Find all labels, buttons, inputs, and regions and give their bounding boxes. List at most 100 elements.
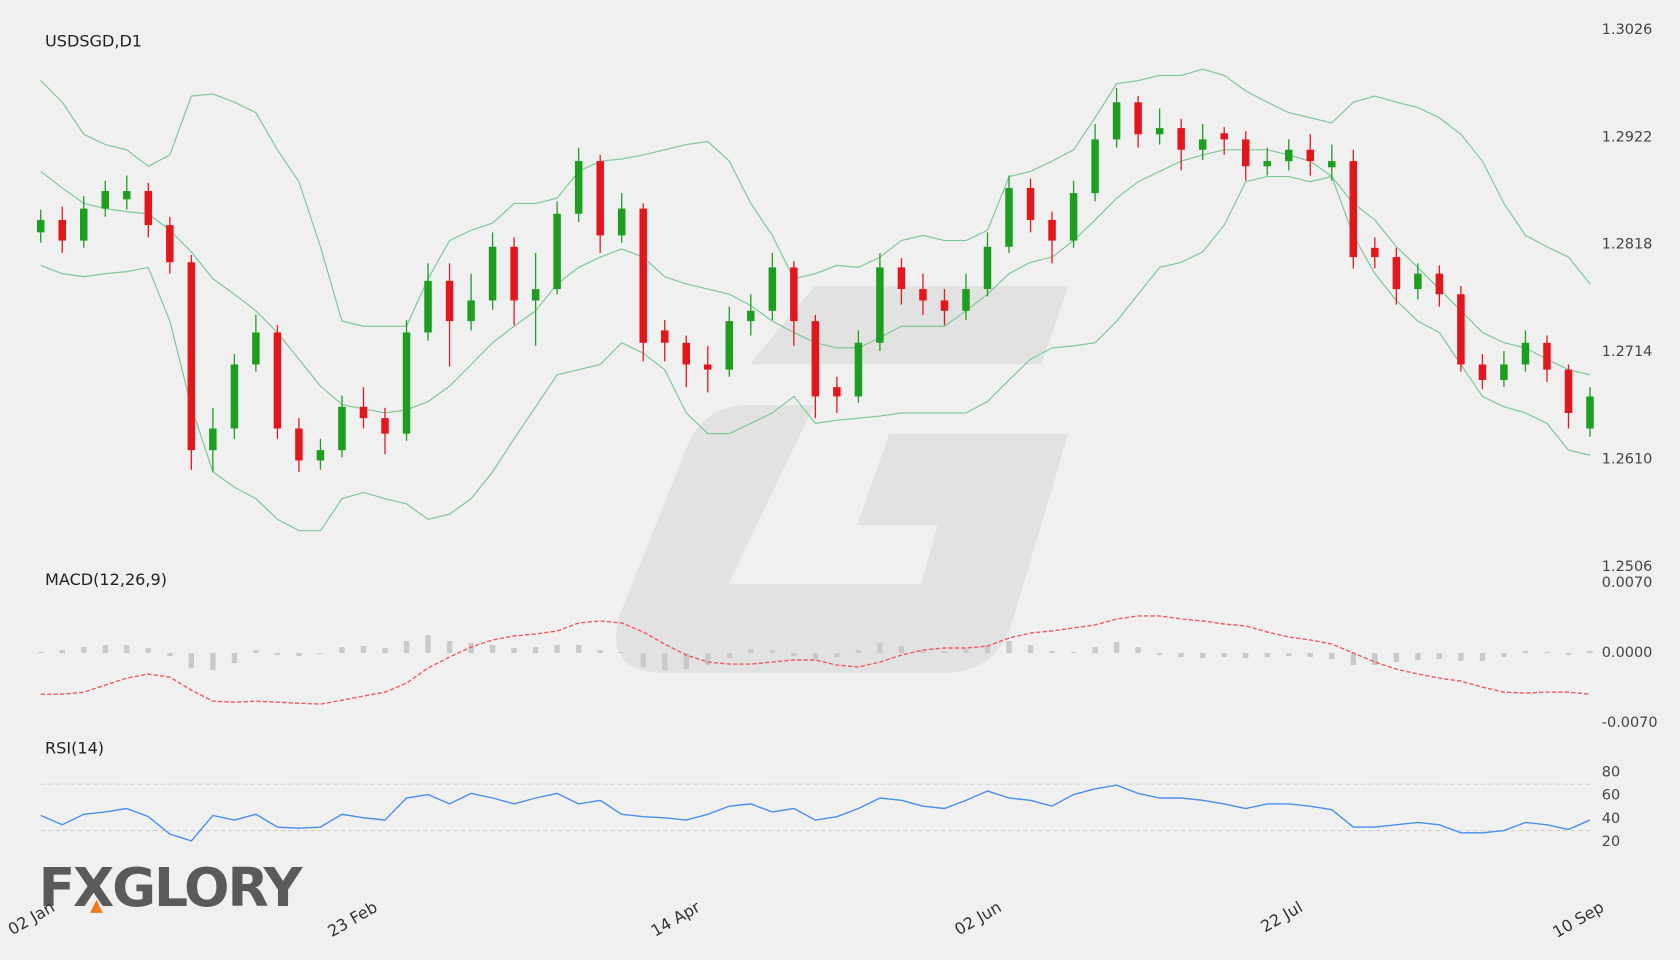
candle-body bbox=[1220, 133, 1228, 140]
candle-body bbox=[639, 208, 647, 343]
macd-histogram-bar bbox=[597, 650, 603, 654]
candle-body bbox=[1500, 364, 1508, 380]
y-tick-label: 20 bbox=[1602, 834, 1620, 850]
macd-histogram-bar bbox=[640, 653, 646, 668]
macd-histogram-bar bbox=[468, 643, 474, 654]
candle-body bbox=[1564, 369, 1573, 413]
candle-body bbox=[725, 321, 734, 370]
macd-histogram-bar bbox=[59, 650, 65, 654]
candle-body bbox=[58, 219, 66, 241]
macd-histogram-bar bbox=[898, 646, 905, 654]
candle-body bbox=[553, 213, 561, 290]
candle-body bbox=[144, 191, 153, 226]
macd-histogram-bar bbox=[511, 648, 517, 654]
macd-histogram-bar bbox=[532, 647, 539, 654]
macd-histogram-bar bbox=[1307, 653, 1313, 658]
macd-title: MACD(12,26,9) bbox=[45, 570, 167, 589]
candle-body bbox=[1177, 128, 1185, 150]
candle-body bbox=[1457, 294, 1465, 365]
candle-body bbox=[854, 342, 863, 397]
candle-body bbox=[381, 418, 389, 434]
macd-histogram-bar bbox=[1479, 653, 1486, 662]
macd-histogram-bar bbox=[1092, 647, 1098, 654]
y-tick-label: 80 bbox=[1602, 765, 1620, 781]
macd-histogram-bar bbox=[124, 645, 130, 654]
candle-body bbox=[123, 191, 131, 200]
candle-body bbox=[166, 225, 174, 263]
macd-histogram-bar bbox=[748, 649, 754, 654]
chart-title: USDSGD,D1 bbox=[45, 31, 142, 50]
candle-body bbox=[617, 208, 626, 236]
macd-histogram-bar bbox=[1350, 653, 1356, 666]
macd-histogram-bar bbox=[296, 653, 302, 657]
candle-body bbox=[1069, 193, 1078, 241]
logo: FXGLORY bbox=[39, 856, 304, 919]
macd-histogram-bar bbox=[812, 653, 819, 660]
candle-body bbox=[230, 364, 239, 429]
macd-histogram-bar bbox=[554, 645, 560, 654]
y-tick-label: 1.2610 bbox=[1602, 451, 1653, 467]
candle-body bbox=[962, 289, 970, 311]
macd-histogram-bar bbox=[1178, 653, 1184, 658]
candle-body bbox=[359, 406, 368, 419]
candle-body bbox=[80, 208, 88, 241]
candle-body bbox=[36, 219, 45, 233]
macd-histogram-bar bbox=[38, 652, 44, 654]
candle-body bbox=[682, 342, 690, 365]
candle-body bbox=[596, 161, 604, 236]
bollinger-upper bbox=[40, 68, 1591, 327]
candle-body bbox=[1134, 102, 1142, 135]
candle-body bbox=[295, 428, 303, 461]
candle-body bbox=[467, 300, 475, 322]
macd-histogram-bar bbox=[1156, 653, 1163, 656]
macd-histogram-bar bbox=[81, 647, 87, 654]
candle-body bbox=[1349, 161, 1358, 258]
macd-histogram-bar bbox=[231, 653, 238, 664]
y-tick-label: 1.3026 bbox=[1602, 22, 1653, 38]
y-tick-label: 60 bbox=[1602, 788, 1620, 804]
candle-body bbox=[1328, 161, 1336, 168]
macd-histogram-bar bbox=[1544, 652, 1550, 654]
macd-histogram-bar bbox=[360, 646, 367, 654]
candle-body bbox=[897, 267, 906, 290]
watermark bbox=[616, 286, 1069, 673]
y-tick-label: 1.2714 bbox=[1602, 344, 1653, 360]
macd-histogram-bar bbox=[769, 650, 775, 654]
watermark-body bbox=[616, 405, 1069, 673]
y-tick-label: 1.2922 bbox=[1602, 129, 1653, 145]
macd-histogram-bar bbox=[920, 650, 926, 654]
macd-histogram-bar bbox=[102, 645, 108, 654]
candle-body bbox=[940, 300, 949, 311]
candle-body bbox=[1048, 219, 1056, 241]
candle-body bbox=[402, 332, 411, 434]
candle-body bbox=[1371, 247, 1379, 258]
candle-body bbox=[1392, 257, 1401, 290]
macd-histogram-bar bbox=[963, 649, 969, 654]
candle-body bbox=[811, 321, 820, 397]
candle-body bbox=[1306, 149, 1315, 162]
candle-body bbox=[1285, 149, 1293, 162]
candle-body bbox=[790, 267, 798, 322]
macd-histogram-bar bbox=[489, 645, 496, 654]
candle-body bbox=[1241, 139, 1250, 167]
candle-body bbox=[704, 364, 712, 370]
macd-histogram-bar bbox=[619, 652, 625, 654]
macd-histogram-bar bbox=[1286, 653, 1292, 657]
candle-body bbox=[209, 428, 217, 451]
candle-body bbox=[424, 280, 432, 333]
y-tick-label: 0.0070 bbox=[1602, 575, 1653, 591]
candle-body bbox=[488, 246, 497, 301]
candle-body bbox=[101, 191, 110, 209]
macd-histogram-bar bbox=[1415, 653, 1421, 661]
candle-body bbox=[252, 332, 260, 365]
candle-body bbox=[1478, 364, 1487, 380]
candle-body bbox=[531, 289, 540, 301]
macd-histogram-bar bbox=[339, 647, 345, 654]
candle-body bbox=[1543, 342, 1551, 370]
candle-body bbox=[983, 246, 992, 290]
macd-histogram-bar bbox=[403, 641, 410, 654]
macd-histogram-bar bbox=[1393, 653, 1400, 663]
macd-histogram-bar bbox=[575, 645, 582, 654]
